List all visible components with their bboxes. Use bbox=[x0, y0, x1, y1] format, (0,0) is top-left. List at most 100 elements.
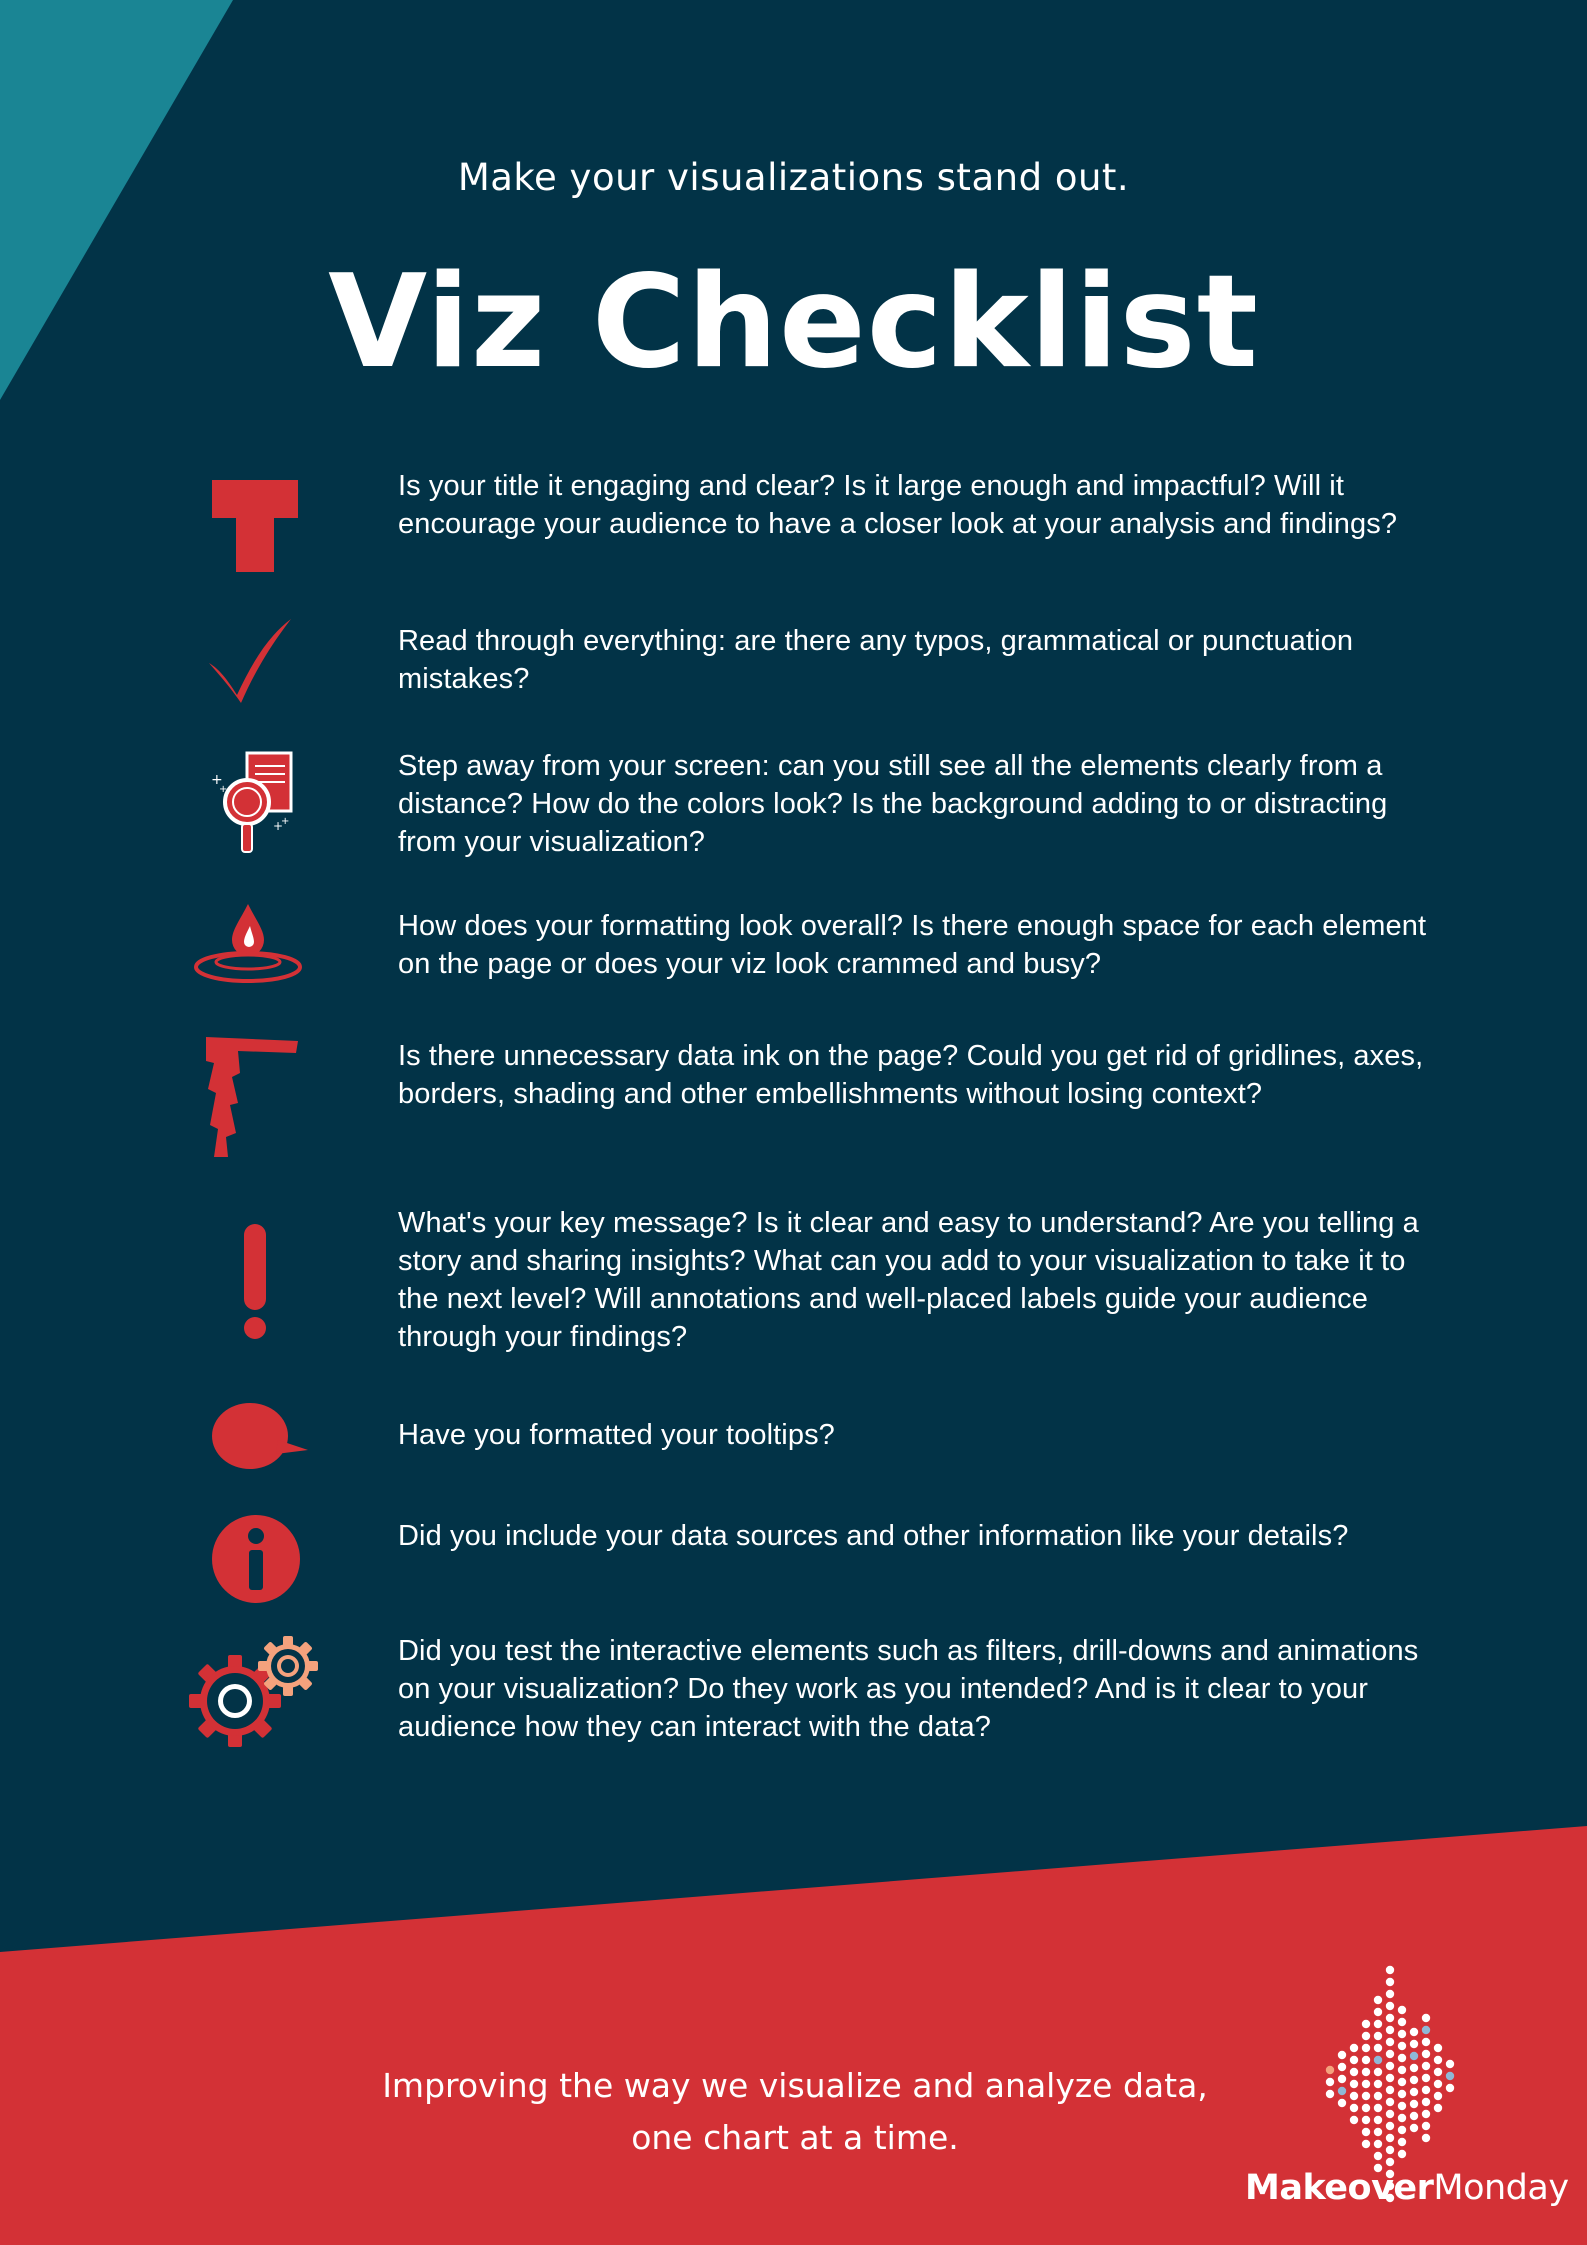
logo-dot bbox=[1361, 2055, 1371, 2065]
logo-dot bbox=[1385, 2037, 1395, 2047]
logo-dot bbox=[1397, 2065, 1407, 2075]
logo-dot bbox=[1421, 2061, 1431, 2071]
checklist-item-interactivity: Did you test the interactive elements su… bbox=[398, 1635, 1419, 1743]
footer-tagline: Improving the way we visualize and analy… bbox=[290, 2060, 1300, 2164]
logo-dot bbox=[1385, 2013, 1395, 2023]
logo-dot bbox=[1409, 2075, 1419, 2085]
brand-name: MakeoverMonday bbox=[1245, 2168, 1569, 2208]
logo-dot bbox=[1373, 2043, 1383, 2053]
logo-dot bbox=[1385, 1989, 1395, 1999]
logo-dot bbox=[1433, 2043, 1443, 2053]
logo-dot bbox=[1385, 2097, 1395, 2107]
info-icon bbox=[212, 1515, 300, 1603]
logo-dot bbox=[1361, 2103, 1371, 2113]
logo-dot bbox=[1349, 2043, 1359, 2053]
tagline-line-2: one chart at a time. bbox=[631, 2118, 959, 2157]
logo-dot bbox=[1349, 2067, 1359, 2077]
logo-dot bbox=[1373, 2163, 1383, 2173]
logo-dot bbox=[1337, 2050, 1347, 2060]
logo-dot bbox=[1373, 1995, 1383, 2005]
logo-dot bbox=[1421, 2121, 1431, 2131]
logo-dot bbox=[1409, 2111, 1419, 2121]
svg-text:+: + bbox=[219, 784, 227, 795]
logo-dot bbox=[1409, 2027, 1419, 2037]
logo-dot bbox=[1385, 2169, 1395, 2179]
logo-dot bbox=[1385, 2193, 1395, 2203]
checklist-item-key-message: What's your key message? Is it clear and… bbox=[398, 1207, 1419, 1353]
logo-dot bbox=[1385, 2049, 1395, 2059]
logo-dot bbox=[1409, 2099, 1419, 2109]
logo-dot bbox=[1421, 2013, 1431, 2023]
logo-dot bbox=[1373, 2067, 1383, 2077]
teal-corner-triangle bbox=[0, 0, 233, 400]
logo-dot bbox=[1385, 2025, 1395, 2035]
logo-dot bbox=[1361, 2019, 1371, 2029]
logo-dot bbox=[1349, 2091, 1359, 2101]
checkmark-icon bbox=[209, 619, 291, 703]
logo-dot bbox=[1349, 2055, 1359, 2065]
logo-dot bbox=[1421, 2037, 1431, 2047]
logo-dot bbox=[1361, 2043, 1371, 2053]
logo-dot bbox=[1397, 2149, 1407, 2159]
axes-icon bbox=[206, 1037, 298, 1157]
logo-dot bbox=[1445, 2071, 1455, 2081]
logo-dot bbox=[1325, 2077, 1335, 2087]
logo-dot bbox=[1337, 2086, 1347, 2096]
logo-dot bbox=[1397, 2017, 1407, 2027]
logo-dot bbox=[1409, 2063, 1419, 2073]
logo-dot bbox=[1421, 2097, 1431, 2107]
logo-dot bbox=[1373, 2127, 1383, 2137]
logo-dot bbox=[1421, 2085, 1431, 2095]
logo-dot bbox=[1385, 2073, 1395, 2083]
logo-dot bbox=[1385, 2157, 1395, 2167]
logo-dot bbox=[1445, 2059, 1455, 2069]
logo-dot bbox=[1385, 2001, 1395, 2011]
logo-dot bbox=[1421, 2133, 1431, 2143]
page-subtitle: Make your visualizations stand out. bbox=[457, 156, 1130, 199]
logo-dot bbox=[1421, 2049, 1431, 2059]
logo-dot bbox=[1409, 2039, 1419, 2049]
logo-dot bbox=[1361, 2079, 1371, 2089]
logo-dot bbox=[1397, 2089, 1407, 2099]
logo-dot bbox=[1385, 2145, 1395, 2155]
logo-dot bbox=[1373, 2055, 1383, 2065]
logo-dot bbox=[1361, 2031, 1371, 2041]
logo-dot bbox=[1349, 2115, 1359, 2125]
checklist-item-data-ink: Is there unnecessary data ink on the pag… bbox=[398, 1040, 1424, 1110]
title-t-icon bbox=[212, 480, 298, 572]
brand-name-bold: Makeover bbox=[1245, 2168, 1434, 2208]
logo-dot bbox=[1421, 2073, 1431, 2083]
logo-dot bbox=[1349, 2103, 1359, 2113]
logo-dot bbox=[1421, 2025, 1431, 2035]
logo-dot bbox=[1433, 2103, 1443, 2113]
checklist-item-title: Is your title it engaging and clear? Is … bbox=[398, 470, 1398, 540]
logo-dot bbox=[1409, 2123, 1419, 2133]
logo-dot bbox=[1445, 2083, 1455, 2093]
svg-text:+: + bbox=[273, 819, 283, 833]
checklist-item-distance: Step away from your screen: can you stil… bbox=[398, 750, 1388, 858]
gears-icon bbox=[189, 1636, 318, 1747]
logo-dot bbox=[1397, 2029, 1407, 2039]
logo-dot bbox=[1337, 2074, 1347, 2084]
logo-dot bbox=[1325, 2089, 1335, 2099]
logo-dot bbox=[1385, 2181, 1395, 2191]
logo-dot bbox=[1397, 2125, 1407, 2135]
svg-text:+: + bbox=[281, 816, 289, 827]
logo-dot bbox=[1373, 2139, 1383, 2149]
logo-dot bbox=[1373, 2091, 1383, 2101]
logo-dot bbox=[1337, 2062, 1347, 2072]
logo-dot bbox=[1397, 2113, 1407, 2123]
logo-dot bbox=[1397, 2077, 1407, 2087]
svg-text:+: + bbox=[211, 772, 223, 788]
logo-dot bbox=[1361, 2127, 1371, 2137]
logo-dot bbox=[1373, 2115, 1383, 2125]
logo-dot bbox=[1433, 2079, 1443, 2089]
makeover-monday-logo bbox=[1325, 1965, 1455, 2203]
logo-dot bbox=[1349, 2079, 1359, 2089]
logo-dot bbox=[1385, 1965, 1395, 1975]
logo-dot bbox=[1397, 2041, 1407, 2051]
logo-dot bbox=[1373, 2007, 1383, 2017]
water-drop-icon bbox=[194, 904, 302, 983]
logo-dot bbox=[1325, 2065, 1335, 2075]
